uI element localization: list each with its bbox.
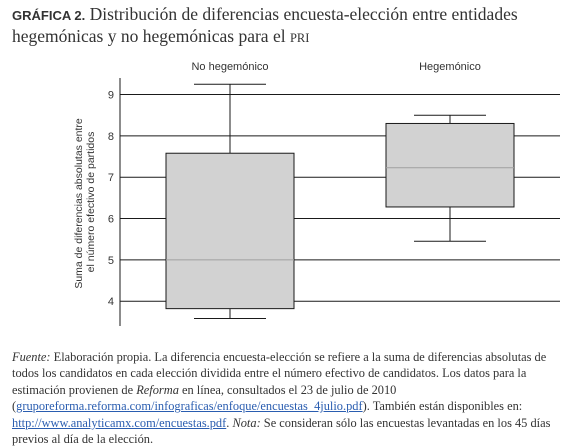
y-tick-label: 6 xyxy=(108,214,114,226)
y-tick-label: 9 xyxy=(108,90,114,102)
iqr-box xyxy=(165,152,295,310)
source-text-3: ). También están disponibles en: xyxy=(362,399,523,414)
y-axis-label-line-2: el número efectivo de partidos xyxy=(85,132,97,273)
y-axis-label: Suma de diferencias absolutas entre el n… xyxy=(73,115,97,288)
y-tick-label: 4 xyxy=(108,296,114,308)
box-0 xyxy=(165,83,295,320)
box-1 xyxy=(385,114,515,242)
source-name: Reforma xyxy=(136,382,179,397)
source-text-2: en línea, consultados el 23 de julio de … xyxy=(12,382,397,414)
chart-title: GRÁFICA 2. Distribución de diferencias e… xyxy=(12,4,568,49)
y-tick-label: 8 xyxy=(108,131,114,143)
source-link-1[interactable]: gruporeforma.reforma.com/infograficas/en… xyxy=(16,399,363,414)
boxplot-chart: 4 5 6 7 8 9 No hegemónico Hegemónico Suma de … xyxy=(73,61,560,326)
source-label: Fuente: xyxy=(12,350,51,364)
y-tick-label: 5 xyxy=(108,255,114,267)
iqr-box xyxy=(385,122,515,208)
title-line-1: Distribución de diferencias encuesta-ele… xyxy=(89,4,518,24)
y-axis-label-line-1: Suma de diferencias absolutas entre xyxy=(73,118,85,289)
source-link-2[interactable]: http://www.analyticamx.com/encuestas.pdf xyxy=(12,415,227,430)
category-label-1: Hegemónico xyxy=(419,61,481,73)
plot-layer: 4 5 6 7 8 9 xyxy=(108,78,560,326)
category-label-0: No hegemónico xyxy=(191,61,268,73)
source-text: Elaboración propia. La diferencia encues… xyxy=(12,350,547,397)
figure-label: GRÁFICA 2. xyxy=(12,8,86,23)
party-name: PRI xyxy=(289,31,310,45)
source-text-4: . xyxy=(226,415,233,430)
source-note: Fuente: Elaboración propia. La diferenci… xyxy=(12,349,568,447)
note-label: Nota: xyxy=(232,415,261,430)
title-line-2: hegemónicas y no hegemónicas para el xyxy=(12,26,286,46)
y-tick-label: 7 xyxy=(108,172,114,184)
